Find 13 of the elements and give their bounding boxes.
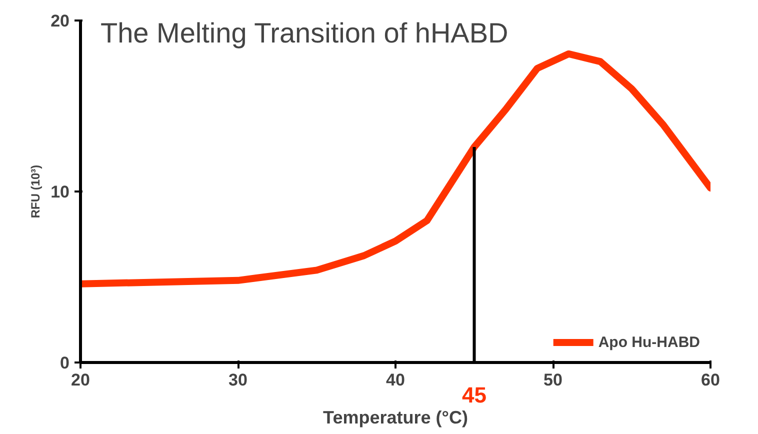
x-tick-label: 30 (228, 370, 248, 390)
y-tick-label: 0 (60, 354, 70, 372)
x-axis-title: Temperature (°C) (323, 408, 468, 428)
legend-label: Apo Hu-HABD (598, 334, 700, 350)
chart-title: The Melting Transition of hHABD (100, 18, 508, 48)
y-axis-title: RFU (10³) (28, 164, 43, 218)
ref-line-label: 45 (462, 382, 486, 408)
x-tick-label: 50 (544, 370, 562, 390)
y-tick-label: 20 (50, 12, 70, 30)
y-tick-label: 10 (50, 182, 70, 202)
x-tick-label: 20 (71, 370, 90, 390)
x-tick-label: 40 (386, 370, 405, 390)
x-tick-label: 60 (701, 370, 720, 390)
